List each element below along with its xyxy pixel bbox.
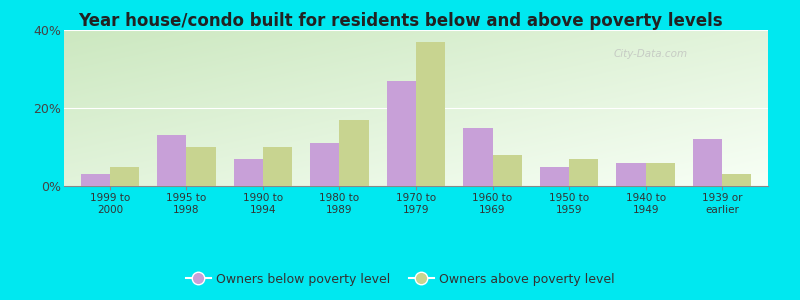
Text: Year house/condo built for residents below and above poverty levels: Year house/condo built for residents bel…	[78, 12, 722, 30]
Bar	[463, 128, 493, 186]
Text: City-Data.com: City-Data.com	[613, 49, 687, 59]
Bar	[540, 167, 569, 186]
Bar	[110, 167, 139, 186]
Bar	[569, 159, 598, 186]
Bar	[263, 147, 292, 186]
Bar	[387, 81, 416, 186]
Legend: Owners below poverty level, Owners above poverty level: Owners below poverty level, Owners above…	[181, 268, 619, 291]
Bar	[158, 135, 186, 186]
Bar	[81, 174, 110, 186]
Bar	[416, 42, 445, 186]
Bar	[617, 163, 646, 186]
Bar	[310, 143, 339, 186]
Bar	[234, 159, 263, 186]
Bar	[722, 174, 751, 186]
Bar	[493, 155, 522, 186]
Bar	[693, 139, 722, 186]
Bar	[646, 163, 674, 186]
Bar	[186, 147, 215, 186]
Bar	[339, 120, 369, 186]
